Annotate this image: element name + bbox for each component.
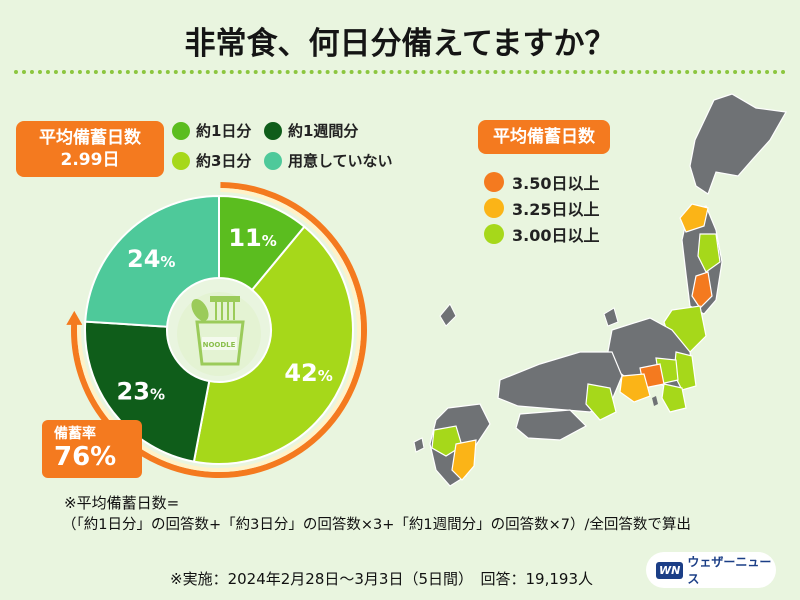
pie-data-label: 42%: [284, 359, 332, 387]
legend-label: 用意していない: [288, 152, 393, 170]
legend-label: 約1日分: [196, 122, 252, 140]
stock-rate-label: 備蓄率: [54, 426, 96, 442]
legend-label: 約1週間分: [288, 122, 359, 140]
legend-label: 約3日分: [196, 152, 252, 170]
pie-chart: [84, 194, 354, 465]
stock-rate-value: 76%: [54, 442, 117, 472]
pie-data-label: 23%: [117, 378, 165, 406]
map-legend-item: 3.00日以上: [484, 222, 599, 246]
legend-item-1week: 約1週間分: [264, 120, 358, 141]
legend-dot: [172, 151, 190, 170]
dotted-divider: [14, 70, 786, 74]
pie-labels: 11% 42% 23% 24%: [117, 224, 333, 406]
average-days-badge: 平均備蓄日数 2.99日: [16, 121, 164, 177]
wn-logo-mark: WN: [656, 561, 684, 579]
map-legend-title: 平均備蓄日数: [478, 120, 610, 154]
map-legend-label: 3.25日以上: [512, 200, 600, 219]
stock-rate-badge: 備蓄率 76%: [42, 420, 142, 478]
map-legend-dot: [484, 198, 504, 218]
map-legend-item: 3.25日以上: [484, 196, 599, 220]
legend-dot: [264, 151, 282, 170]
formula-text: （「約1日分」の回答数+「約3日分」の回答数×3+「約1週間分」の回答数×7）/…: [62, 517, 691, 533]
map-legend-dot: [484, 172, 504, 192]
rate-arc-cream: [77, 188, 361, 472]
legend-item-3days: 約3日分: [172, 150, 251, 171]
japan-map: [413, 93, 787, 487]
weathernews-logo: WN ウェザーニュース: [646, 552, 776, 588]
survey-info: ※実施：2024年2月28日〜3月3日（5日間） 回答：19,193人: [170, 570, 593, 588]
average-days-label: 平均備蓄日数: [39, 128, 141, 148]
legend-dot: [172, 121, 190, 140]
legend-dot: [264, 121, 282, 140]
legend-item-none: 用意していない: [264, 150, 393, 171]
legend-item-1day: 約1日分: [172, 120, 251, 141]
page-title: 非常食、何日分備えてますか？: [184, 26, 616, 62]
average-days-value: 2.99日: [60, 150, 120, 170]
noodle-icon-text: NOODLE: [203, 341, 236, 349]
map-legend-dot: [484, 224, 504, 244]
rate-arrow-icon: [66, 310, 83, 325]
pie-slice: [84, 320, 211, 463]
noodle-cup-icon: NOODLE: [177, 292, 261, 376]
pie-data-label: 24%: [127, 245, 175, 273]
map-legend-item: 3.50日以上: [484, 170, 599, 194]
map-legend-label: 3.00日以上: [512, 226, 600, 245]
map-legend-label: 3.50日以上: [512, 174, 600, 193]
pie-slice: [84, 194, 220, 328]
pie-data-label: 11%: [228, 224, 276, 252]
pie-slice: [192, 225, 354, 465]
formula-title: ※平均備蓄日数=: [64, 494, 180, 512]
wn-logo-text: ウェザーニュース: [687, 555, 772, 586]
